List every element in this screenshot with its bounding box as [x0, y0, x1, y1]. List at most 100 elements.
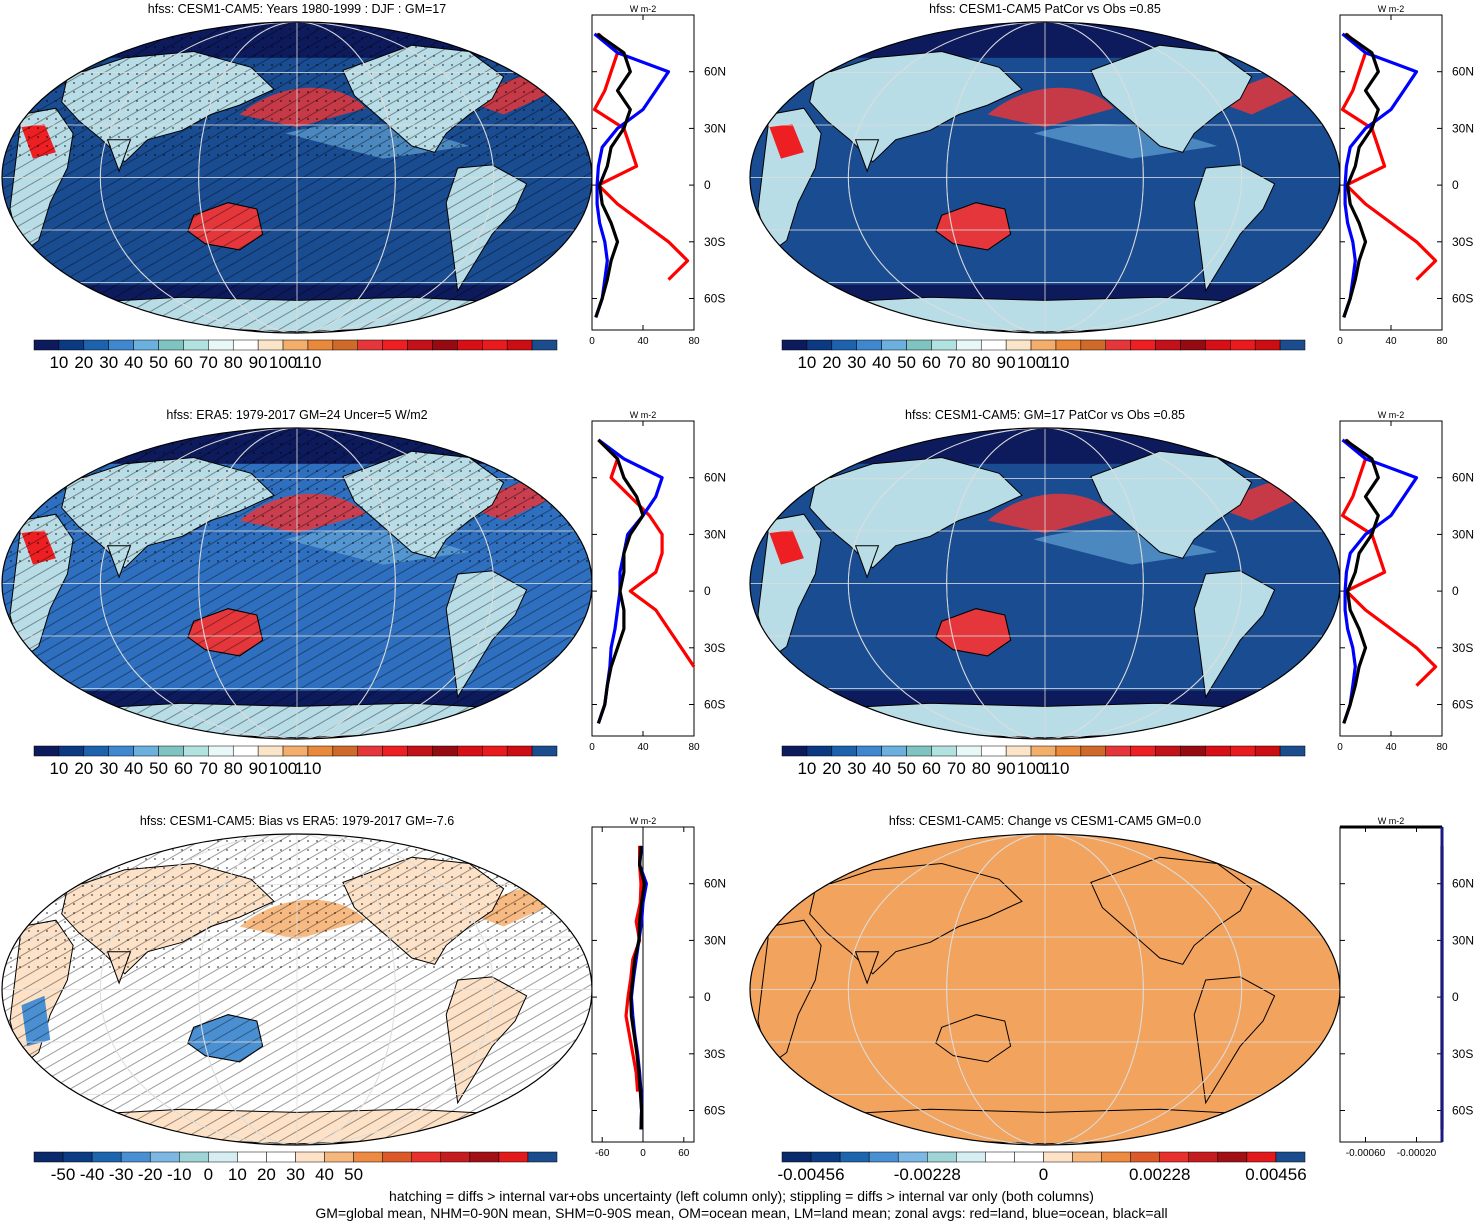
colorbar-swatch [1101, 1151, 1131, 1163]
colorbar-swatch [1130, 339, 1156, 351]
colorbar-swatch [1205, 745, 1231, 757]
colorbar-swatch [158, 339, 184, 351]
colorbar-swatch [956, 1151, 986, 1163]
colorbar-swatch [927, 1151, 957, 1163]
colorbar-tick-label: 20 [822, 353, 841, 372]
colorbar-tick-label: 0.00456 [1245, 1165, 1306, 1184]
zonal-series-ocean [593, 32, 671, 318]
colorbar-tick-label: 60 [922, 353, 941, 372]
colorbar-swatch [295, 1151, 325, 1163]
colorbar-swatch [307, 339, 334, 351]
colorbar-swatch [108, 339, 134, 351]
colorbar-tick-label: 20 [74, 759, 93, 778]
zonal-lat-label: 0 [704, 990, 711, 1004]
colorbar-swatch [506, 339, 533, 351]
zonal-x-tick-label: 40 [1385, 336, 1397, 347]
colorbar-swatch [1005, 339, 1032, 351]
colorbar-swatch [183, 339, 209, 351]
continent-greenland [502, 441, 557, 478]
colorbar-swatch [62, 1151, 93, 1163]
colorbar-swatch [1217, 1151, 1248, 1163]
colorbar-swatch [133, 339, 159, 351]
colorbar-swatch [1055, 339, 1082, 351]
zonal-lat-label: 60S [704, 698, 725, 712]
zonal-lat-label: 30S [1452, 235, 1473, 249]
colorbar-swatch [856, 339, 882, 351]
colorbar-tick-label: -0.00456 [777, 1165, 844, 1184]
panel-figure: -0.00456 -0.00228 0 0.00228 0.00456 W m-2 60N 3… [749, 816, 1474, 1184]
zonal-x-tick-label: 60 [678, 1148, 690, 1159]
colorbar-swatch [179, 1151, 209, 1163]
colorbar-swatch [1254, 745, 1281, 757]
colorbar: -0.00456 -0.00228 0 0.00228 0.00456 [777, 1151, 1307, 1184]
continent-africa [757, 107, 822, 254]
continent-samerica [1193, 164, 1276, 293]
zonal-series-all [629, 845, 646, 1130]
colorbar-tick-label: -0.00228 [894, 1165, 961, 1184]
zonal-lat-label: 0 [1452, 584, 1459, 598]
colorbar-swatch [108, 745, 134, 757]
continent-greenland [1250, 441, 1305, 478]
colorbar-swatch [1105, 745, 1131, 757]
colorbar-swatch [781, 1151, 812, 1163]
colorbar-tick-label: 40 [124, 759, 143, 778]
zonal-lat-label: 30N [1452, 527, 1474, 541]
colorbar-tick-label: 10 [797, 353, 816, 372]
colorbar-tick-label: 10 [49, 353, 68, 372]
colorbar-swatch [897, 1151, 928, 1163]
colorbar-tick-label: 40 [872, 759, 891, 778]
colorbar-tick-label: 100 [1017, 353, 1045, 372]
colorbar-swatch [1005, 745, 1032, 757]
colorbar-swatch [357, 745, 383, 757]
zonal-x-tick-label: 80 [1436, 336, 1448, 347]
zonal-lat-label: 30N [1452, 121, 1474, 135]
colorbar-swatch [881, 339, 907, 351]
colorbar-swatch [257, 745, 284, 757]
colorbar-swatch [432, 339, 458, 351]
panel-title: hfss: CESM1-CAM5: Change vs CESM1-CAM5 G… [888, 814, 1202, 828]
colorbar-swatch [1279, 339, 1306, 351]
colorbar-swatch [353, 1151, 383, 1163]
colorbar-swatch [1130, 745, 1156, 757]
colorbar-tick-label: 30 [99, 353, 118, 372]
panel-title: hfss: CESM1-CAM5 PatCor vs Obs =0.85 [929, 2, 1161, 16]
colorbar-swatch [33, 1151, 64, 1163]
colorbar-tick-label: 30 [99, 759, 118, 778]
colorbar-tick-label: 0 [204, 1165, 213, 1184]
colorbar-tick-label: 80 [224, 759, 243, 778]
colorbar-swatch [1159, 1151, 1190, 1163]
colorbar-swatch [83, 745, 109, 757]
zonal-lat-label: 30S [704, 235, 725, 249]
panel-figure: -50 -40 -30 -20 -10 0 10 20 30 40 50 W m-2 60N 30N 0 30… [1, 816, 726, 1184]
panel-title: hfss: ERA5: 1979-2017 GM=24 Uncer=5 W/m2 [166, 408, 428, 422]
continent-india [854, 139, 880, 173]
colorbar-swatch [482, 745, 508, 757]
caption-line-1: hatching = diffs > internal var+obs unce… [389, 1188, 1094, 1204]
colorbar-swatch [382, 745, 408, 757]
zonal-x-tick-label: -60 [595, 1148, 610, 1159]
colorbar-tick-label: -30 [109, 1165, 134, 1184]
colorbar-swatch [440, 1151, 471, 1163]
colorbar-swatch [831, 339, 857, 351]
colorbar-swatch [1230, 745, 1256, 757]
colorbar-swatch [1055, 745, 1082, 757]
zonal-units-label: W m-2 [630, 816, 657, 826]
zonal-lat-label: 60S [704, 1104, 725, 1118]
colorbar-tick-label: -40 [80, 1165, 105, 1184]
colorbar-swatch [58, 745, 85, 757]
zonal-x-tick-label: 80 [1436, 742, 1448, 753]
colorbar-tick-label: 50 [897, 353, 916, 372]
colorbar-swatch [1155, 745, 1181, 757]
colorbar-swatch [980, 745, 1007, 757]
colorbar-swatch [1030, 339, 1057, 351]
zonal-mean-plot: W m-2 60N 30N 0 30S 60S 0 40 80 [589, 4, 726, 347]
colorbar-swatch [1014, 1151, 1044, 1163]
colorbar-swatch [527, 1151, 558, 1163]
colorbar-tick-label: 30 [286, 1165, 305, 1184]
colorbar-tick-label: 50 [344, 1165, 363, 1184]
zonal-series-all [1342, 32, 1380, 318]
colorbar-tick-label: 70 [947, 353, 966, 372]
zonal-x-tick-label: -0.00060 [1346, 1148, 1386, 1159]
colorbar-swatch [332, 745, 359, 757]
